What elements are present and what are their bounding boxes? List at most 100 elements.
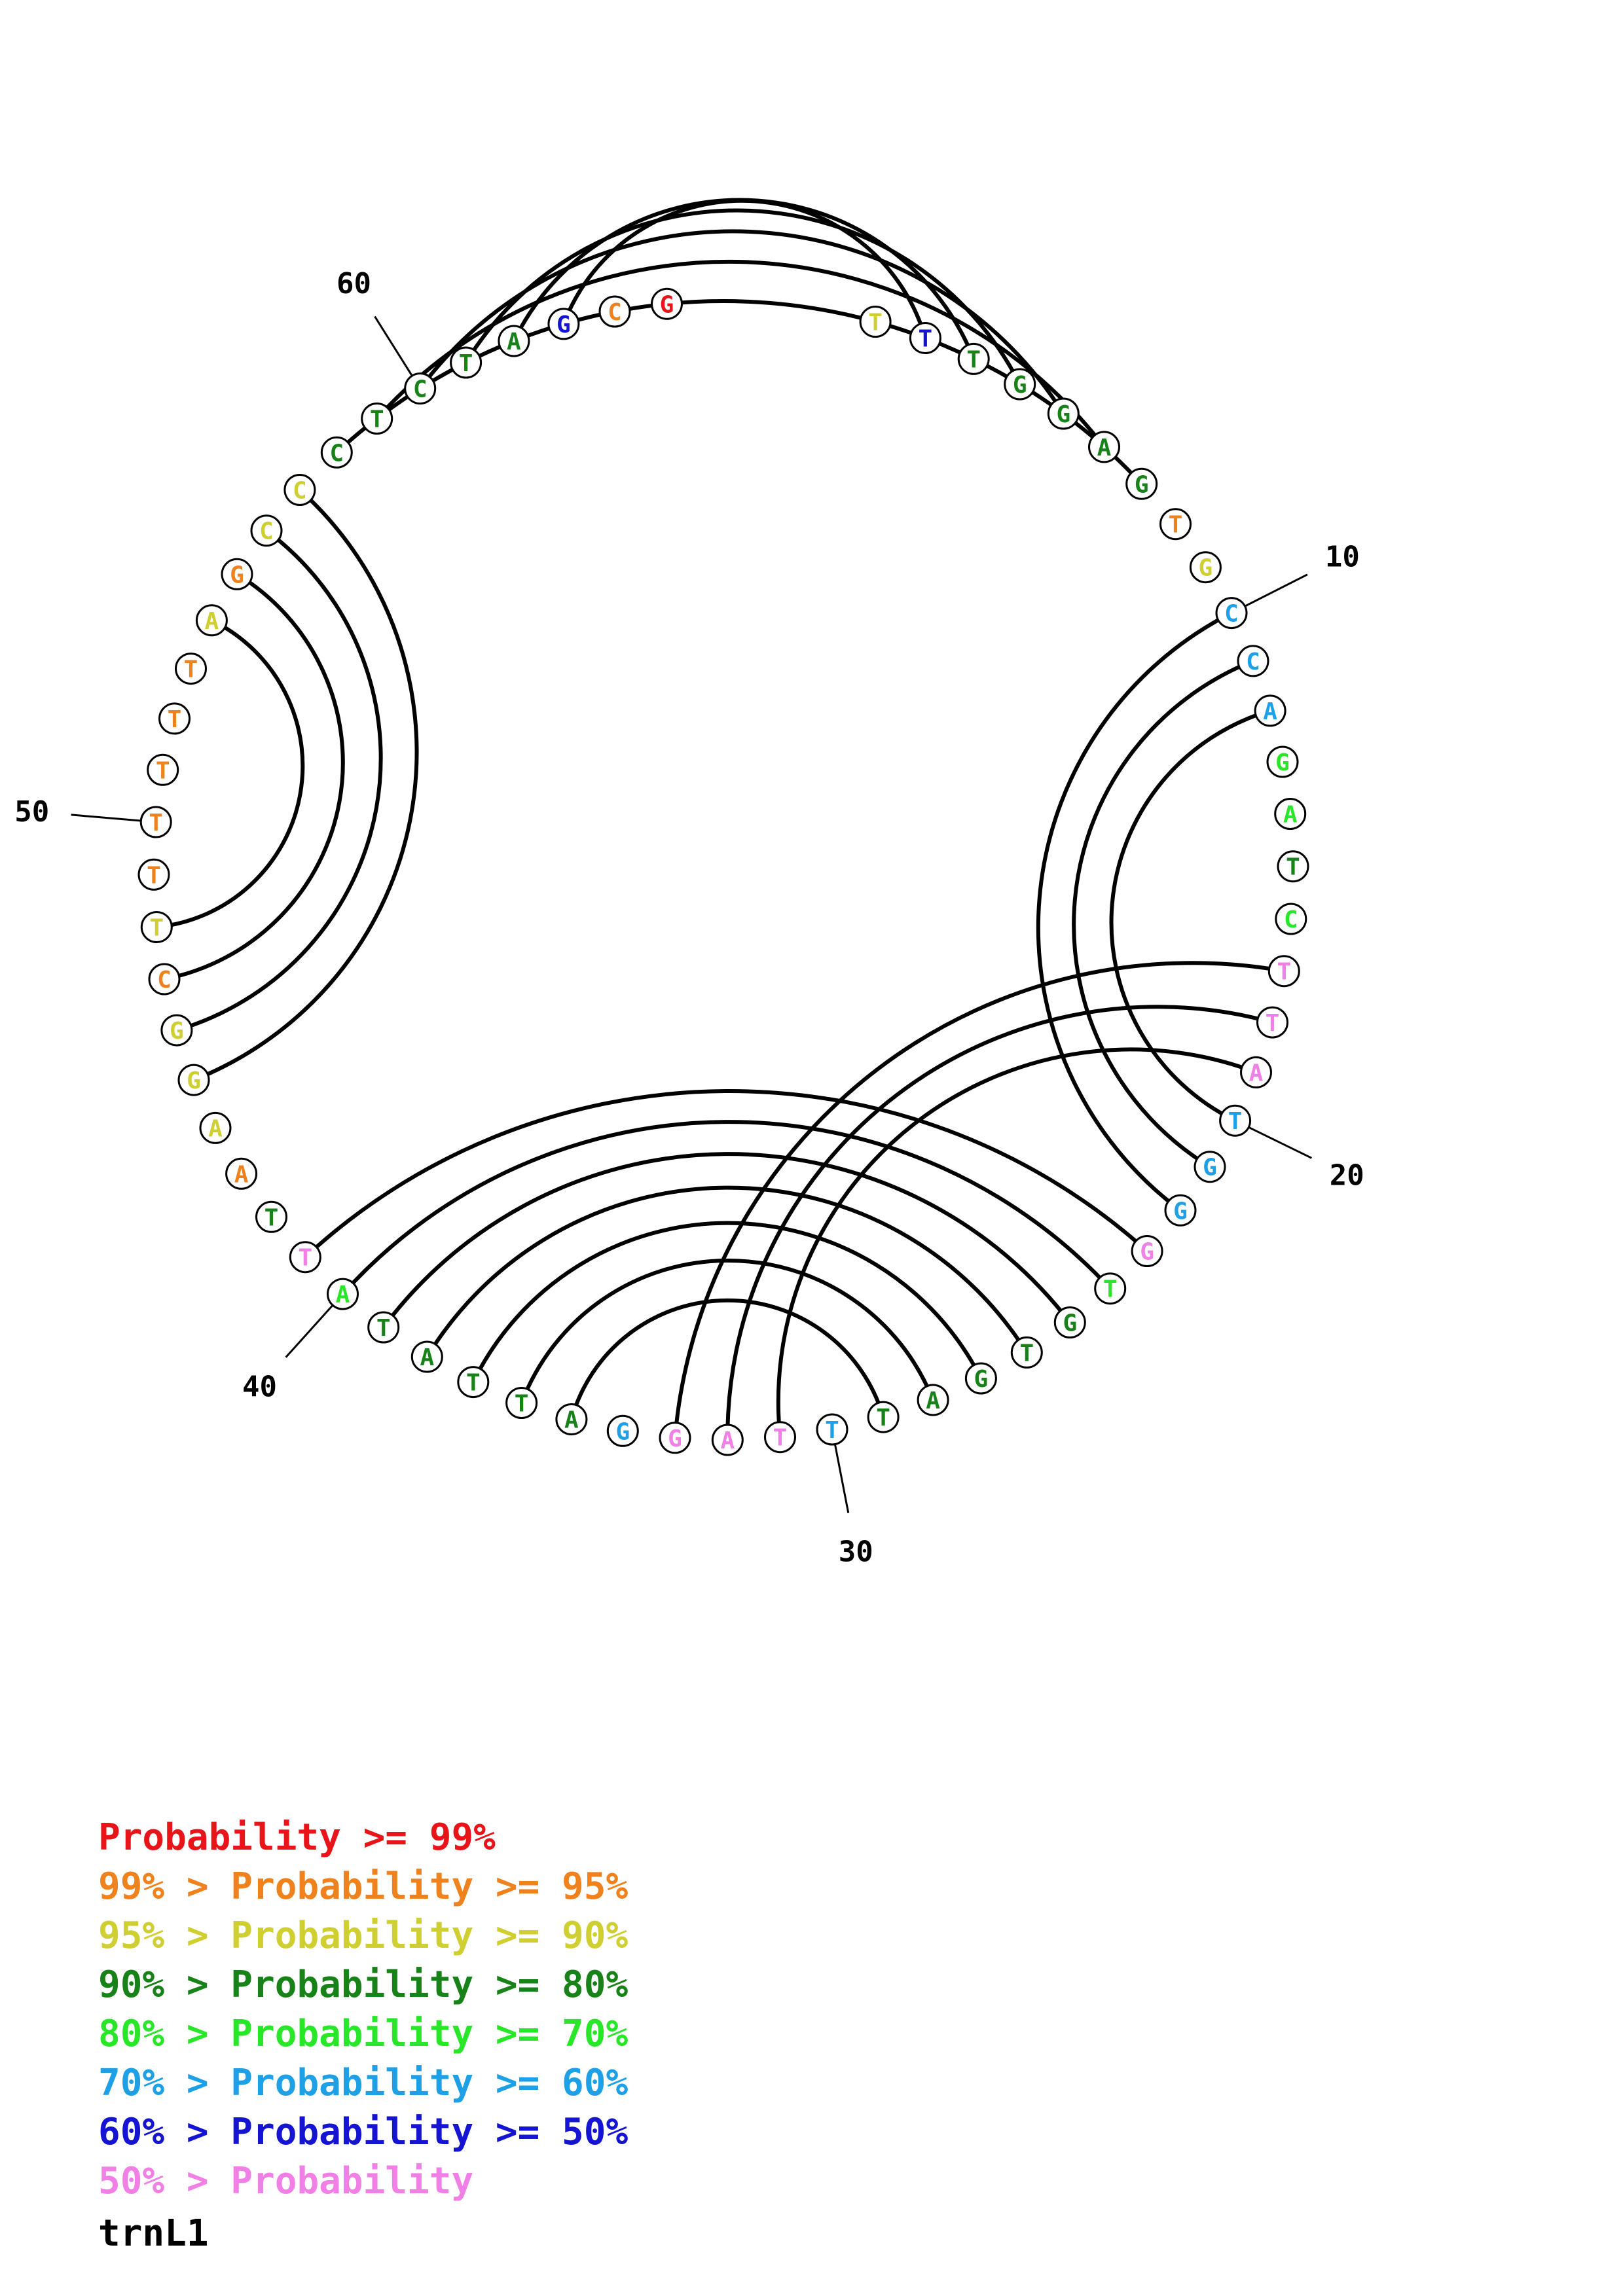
base-pair-arc [192, 488, 419, 1082]
nucleotide-base: T [515, 1391, 529, 1418]
nucleotide-base: T [1019, 1340, 1034, 1367]
nucleotide-circle [147, 753, 179, 786]
position-label: 10 [1325, 541, 1360, 574]
legend-entry: 90% > Probability >= 80% [98, 1960, 628, 2009]
nucleotide-circle [606, 1414, 639, 1447]
position-label: 60 [337, 267, 371, 300]
nucleotide-circle [199, 1111, 232, 1144]
base-pair-arc [673, 961, 1285, 1439]
nucleotide-base: T [168, 706, 182, 733]
nucleotide-base: C [293, 478, 307, 505]
nucleotide-circle [909, 322, 941, 354]
nucleotide-base: A [1283, 802, 1298, 829]
nucleotide-circle [859, 306, 892, 338]
nucleotide-base: C [413, 376, 428, 403]
nucleotide-circle [1053, 1306, 1086, 1338]
nucleotide-circle [1010, 1336, 1043, 1369]
nucleotide-circle [659, 1422, 691, 1454]
nucleotide-base: T [370, 406, 384, 433]
nucleotide-circle [1125, 467, 1158, 500]
nucleotide-base: T [868, 310, 883, 336]
nucleotide-base: T [298, 1245, 312, 1272]
nucleotide-circle [450, 346, 483, 379]
base-pair-arcs [156, 198, 1285, 1441]
nucleotide-circle [175, 653, 207, 685]
nucleotide-base: G [974, 1366, 989, 1393]
nucleotide-circle [404, 372, 437, 405]
base-pair-arc [341, 1120, 1112, 1296]
legend-label: Probability >= 95% [230, 1865, 629, 1908]
position-tick [1244, 573, 1308, 607]
nucleotide-base: C [1246, 649, 1260, 675]
nucleotide-base: A [205, 608, 219, 635]
nucleotide-circle [498, 325, 530, 357]
nucleotide-base: G [1063, 1310, 1077, 1337]
base-pair-arc [570, 1298, 885, 1420]
nucleotide-circle [555, 1403, 588, 1435]
nucleotide-circle [255, 1200, 287, 1233]
nucleotide-circle [410, 1340, 443, 1373]
base-pair-arc [164, 572, 345, 981]
nucleotide-base: G [1140, 1239, 1154, 1266]
nucleotide-base: T [147, 862, 161, 889]
nucleotide-base: C [259, 518, 274, 545]
legend-prefix: 90% > [98, 1964, 231, 2006]
nucleotide-circle [1274, 798, 1307, 830]
base-pair-arc [382, 1152, 1072, 1329]
legend-prefix: 95% > [98, 1914, 231, 1957]
nucleotide-base: G [660, 291, 674, 318]
nucleotide-base: C [1284, 906, 1298, 933]
nucleotide-circle [764, 1421, 796, 1454]
nucleotide-base: T [919, 326, 933, 353]
base-pair-arc [1036, 611, 1233, 1212]
nucleotide-circle [158, 702, 191, 735]
nucleotide-base: A [1097, 435, 1112, 461]
nucleotide-circle [1275, 903, 1307, 935]
nucleotide-base: G [615, 1418, 630, 1445]
nucleotide-base: T [966, 346, 981, 373]
base-pair-arc [512, 198, 976, 360]
nucleotide-base: G [170, 1018, 184, 1045]
nucleotide-base: T [149, 915, 164, 942]
nucleotide-base: A [208, 1115, 223, 1142]
position-tick [285, 1304, 334, 1358]
nucleotide-base: T [1286, 854, 1300, 881]
nucleotide-base: T [1228, 1108, 1243, 1135]
nucleotide-circle [1164, 1194, 1197, 1227]
nucleotide-circle [320, 436, 353, 469]
nucleotide-ring: TTTGGAGTGCCAGATCTTATGGGTGTGATTTAGGATTATA… [137, 287, 1309, 1456]
position-label: 20 [1330, 1159, 1364, 1193]
nucleotide-base: G [1135, 471, 1149, 498]
legend-entry: 70% > Probability >= 60% [98, 2058, 628, 2108]
nucleotide-circle [1266, 745, 1299, 778]
nucleotide-base: T [825, 1417, 839, 1444]
nucleotide-circle [140, 911, 173, 943]
nucleotide-base: T [1266, 1010, 1280, 1037]
nucleotide-base: G [1056, 401, 1070, 428]
legend-prefix: 99% > [98, 1865, 231, 1908]
legend-label: Probability >= 80% [230, 1964, 629, 2006]
nucleotide-base: A [507, 329, 521, 355]
nucleotide-circle [711, 1424, 744, 1456]
position-ticks: 10 20 30 40 50 60 [14, 267, 1364, 1569]
nucleotide-circle [867, 1401, 900, 1433]
nucleotide-circle [1189, 551, 1222, 584]
nucleotide-circle [1131, 1235, 1163, 1267]
position-label: 30 [839, 1535, 873, 1569]
nucleotide-base: G [1013, 372, 1027, 399]
position-label: 50 [14, 795, 49, 829]
nucleotide-base: G [1275, 749, 1290, 776]
base-pair-arc [776, 1047, 1257, 1437]
nucleotide-base: T [773, 1425, 788, 1452]
nucleotide-circle [964, 1362, 997, 1395]
nucleotide-circle [917, 1384, 949, 1416]
nucleotide-base: T [1169, 512, 1183, 539]
legend-entry: Probability >= 99% [98, 1813, 628, 1862]
nucleotide-base: T [264, 1204, 279, 1231]
base-pair-arc [1109, 709, 1271, 1122]
nucleotide-circle [651, 287, 683, 320]
nucleotide-base: T [1277, 959, 1291, 986]
base-pair-arc [335, 299, 1143, 486]
nucleotide-base: C [608, 299, 622, 326]
